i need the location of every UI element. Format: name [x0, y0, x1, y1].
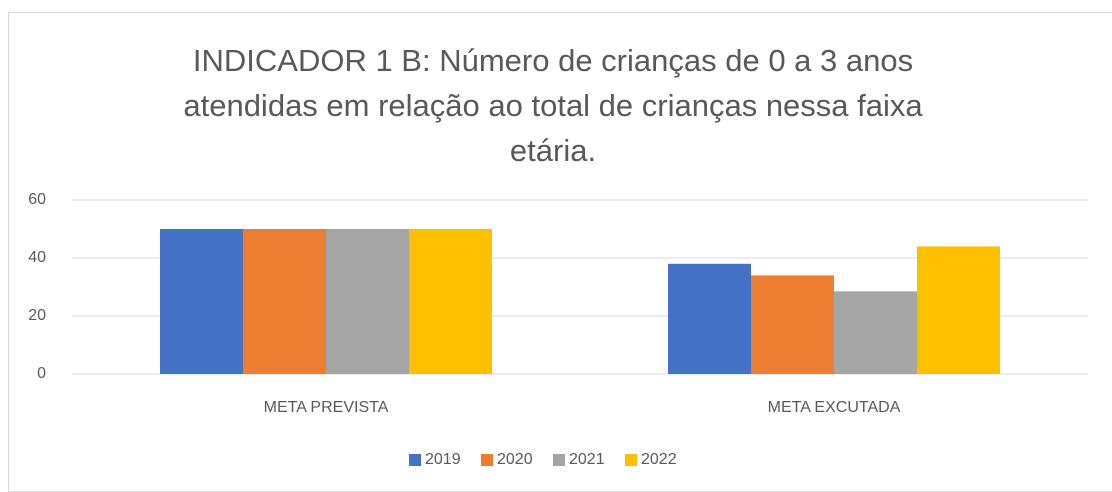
chart-title: INDICADOR 1 B: Número de crianças de 0 a…: [183, 43, 923, 168]
y-tick-label: 20: [28, 307, 46, 324]
legend-label: 2019: [425, 451, 461, 468]
bar: [917, 246, 1000, 374]
bar: [668, 263, 751, 374]
bar: [834, 291, 917, 374]
legend-label: 2022: [641, 451, 677, 468]
y-tick-label: 0: [37, 365, 46, 382]
bar: [409, 229, 492, 374]
legend-label: 2020: [497, 451, 533, 468]
legend-swatch: [409, 454, 421, 466]
y-tick-label: 60: [28, 191, 46, 208]
bar: [751, 275, 834, 374]
legend-swatch: [481, 454, 493, 466]
x-tick-label: META EXCUTADA: [768, 399, 901, 416]
legend-swatch: [625, 454, 637, 466]
bar: [243, 229, 326, 374]
x-tick-label: META PREVISTA: [264, 399, 389, 416]
legend-label: 2021: [569, 451, 605, 468]
bar: [326, 229, 409, 374]
bar: [160, 229, 243, 374]
y-tick-label: 40: [28, 249, 46, 266]
legend-swatch: [553, 454, 565, 466]
